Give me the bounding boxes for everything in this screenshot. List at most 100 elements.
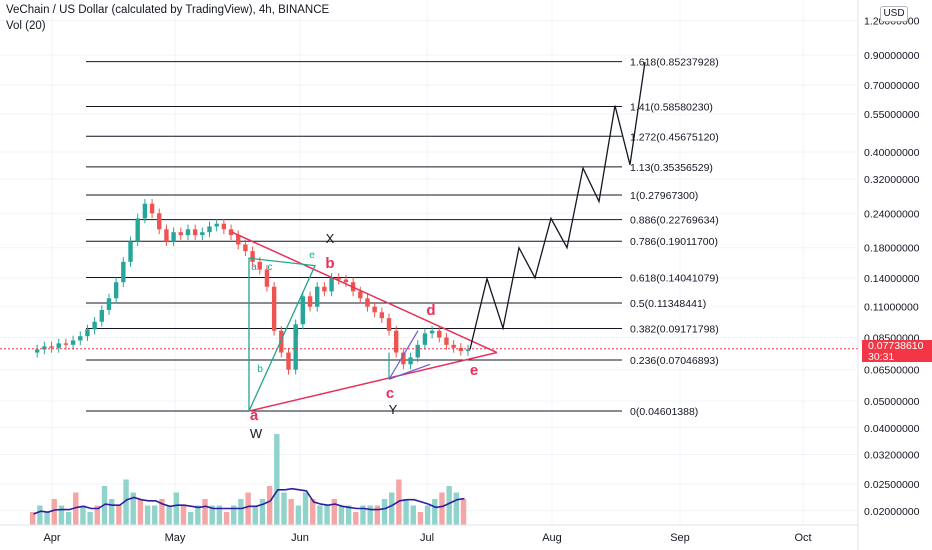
fib-label: 0.886(0.22769634): [630, 215, 719, 227]
volume-bar: [245, 492, 251, 525]
x-tick-label: May: [165, 532, 186, 544]
volume-bar: [266, 486, 273, 525]
volume-bar: [159, 499, 165, 525]
y-tick-label: 0.02000000: [864, 506, 920, 518]
candle-body: [78, 336, 83, 341]
fib-label: 0.236(0.07046893): [630, 355, 719, 367]
volume-bar: [209, 505, 215, 525]
wave-label: b: [325, 255, 334, 272]
currency-button[interactable]: USD: [880, 6, 908, 22]
volume-bar: [252, 505, 258, 525]
volume-bar: [295, 505, 302, 525]
y-tick-label: 0.70000000: [864, 80, 920, 92]
volume-bar: [137, 499, 144, 525]
volume-bar: [345, 505, 352, 525]
y-tick-label: 0.11000000: [864, 302, 919, 314]
candle-body: [307, 296, 313, 307]
y-tick-label: 0.14000000: [864, 273, 920, 285]
candle-body: [92, 321, 97, 330]
candle-body: [157, 213, 162, 230]
wave-label: c: [386, 385, 394, 402]
fib-label: 0.382(0.09171798): [630, 323, 719, 335]
y-tick-label: 0.03200000: [864, 449, 920, 461]
volume-bar: [223, 512, 230, 525]
last-price-value: 0.07738610: [868, 340, 924, 352]
candle-body: [243, 244, 248, 252]
volume-bar: [417, 512, 424, 525]
candle-body: [465, 349, 471, 351]
fib-label: 1(0.27967300): [630, 190, 698, 202]
candle-body: [444, 337, 449, 345]
candle-body: [121, 261, 126, 283]
chart-title: VeChain / US Dollar (calculated by Tradi…: [6, 4, 330, 16]
fib-label: 0.618(0.14041079): [630, 272, 719, 284]
volume-bar: [123, 479, 129, 525]
candles: [0, 199, 858, 375]
price-axis: 1.200000000.900000000.700000000.55000000…: [857, 0, 920, 550]
candle-body: [236, 235, 241, 245]
volume-bar: [238, 499, 244, 525]
candle-body: [379, 312, 385, 319]
candle-body: [315, 286, 320, 307]
volume-bars: [30, 434, 467, 525]
wave-label: W: [250, 426, 263, 441]
candle-body: [401, 352, 406, 365]
candle-body: [164, 229, 169, 242]
candle-body: [429, 330, 435, 334]
volume-bar: [331, 499, 337, 525]
y-tick-label: 0.06500000: [864, 365, 920, 377]
volume-bar: [281, 492, 287, 525]
volume-bar: [173, 492, 179, 525]
candle-body: [372, 306, 377, 313]
volume-bar: [381, 499, 388, 525]
candle-body: [422, 333, 428, 345]
candle-body: [300, 296, 306, 325]
fib-label: 1.618(0.85237928): [630, 57, 719, 69]
volume-bar: [58, 505, 65, 525]
candle-body: [192, 229, 198, 236]
candle-body: [257, 261, 262, 270]
candle-body: [329, 277, 334, 292]
volume-bar: [324, 505, 330, 525]
wave-label: e: [470, 362, 478, 379]
volume-bar: [410, 505, 416, 525]
candle-body: [99, 310, 105, 322]
candle-body: [293, 324, 298, 370]
y-tick-label: 0.18000000: [864, 243, 920, 255]
volume-bar: [80, 505, 86, 525]
candle-body: [178, 232, 183, 236]
volume-bar: [216, 505, 223, 525]
candle-body: [171, 232, 176, 242]
volume-bar: [187, 512, 194, 525]
volume-bar: [310, 499, 316, 525]
volume-ma-line: [33, 487, 465, 515]
volume-bar: [231, 505, 237, 525]
y-tick-label: 0.05000000: [864, 396, 920, 408]
volume-bar: [195, 505, 201, 525]
candle-body: [128, 241, 133, 262]
volume-bar: [87, 512, 93, 525]
candle-body: [49, 346, 54, 348]
wave-minor-line: [388, 363, 431, 380]
candle-body: [185, 229, 191, 236]
candle-body: [279, 330, 284, 353]
volume-bar: [180, 505, 187, 525]
bar-countdown: 30:31: [868, 351, 895, 363]
fib-label: 1.272(0.45675120): [630, 131, 719, 143]
candle-body: [221, 223, 227, 230]
candle-body: [63, 343, 69, 345]
volume-bar: [30, 512, 36, 525]
last-price-tag: 0.07738610 30:31: [862, 340, 932, 363]
candle-body: [70, 340, 76, 345]
wave-label: a: [250, 407, 259, 424]
y-tick-label: 0.40000000: [864, 147, 920, 159]
x-tick-label: Apr: [43, 532, 60, 544]
volume-indicator-label[interactable]: Vol (20): [6, 20, 46, 32]
x-tick-label: Jul: [420, 532, 434, 544]
candle-body: [271, 286, 277, 331]
y-tick-label: 0.02500000: [864, 479, 920, 491]
candle-body: [264, 269, 270, 287]
volume-bar: [367, 505, 373, 525]
volume-bar: [403, 499, 409, 525]
